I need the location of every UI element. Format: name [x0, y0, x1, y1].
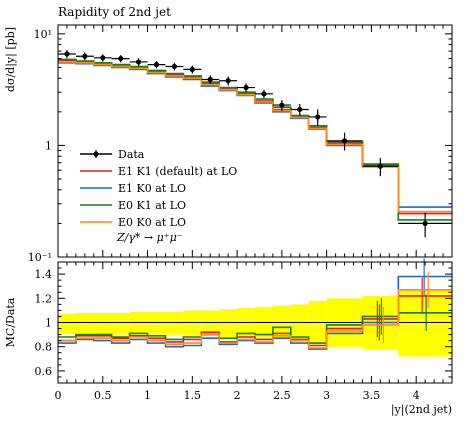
legend-marker	[93, 151, 99, 157]
ratio-y-tick-label: 0.6	[35, 365, 53, 378]
y-tick-label: 10¹	[34, 28, 52, 41]
y-tick-label: 1	[45, 139, 52, 152]
uncertainty-band-bin	[147, 311, 166, 335]
x-tick-label: 2.5	[273, 389, 291, 402]
data-point	[315, 114, 321, 120]
main-series-line	[58, 61, 452, 213]
legend: Data E1 K1 (default) at LO E1 K0 at LO E0 K…	[80, 148, 237, 244]
x-tick-label: 1	[144, 389, 151, 402]
uncertainty-band-bin	[398, 289, 452, 357]
data-point	[82, 53, 88, 59]
legend-process-label: Z/γ* → μ⁺μ⁻	[116, 231, 183, 244]
main-series-line	[58, 58, 452, 221]
legend-label: E1 K1 (default) at LO	[118, 165, 237, 178]
data-point	[100, 55, 106, 61]
ratio-y-tick-label: 0.8	[35, 341, 53, 354]
data-point	[207, 76, 213, 83]
legend-label: Data	[118, 148, 145, 161]
ratio-y-axis-label: MC/Data	[4, 297, 17, 347]
uncertainty-band-bin	[129, 311, 148, 335]
uncertainty-band-bin	[165, 311, 184, 335]
data-point	[64, 51, 70, 57]
data-point	[135, 59, 142, 65]
ratio-y-tick-label: 1.2	[35, 292, 53, 305]
legend-label: E0 K0 at LO	[118, 216, 186, 229]
x-tick-label: 4	[413, 389, 420, 402]
legend-label: E1 K0 at LO	[118, 182, 186, 195]
x-tick-label: 0.5	[94, 389, 112, 402]
x-axis-label: |y|(2nd jet)	[391, 403, 452, 417]
data-points	[58, 50, 452, 238]
chart-title: Rapidity of 2nd jet	[58, 5, 171, 19]
x-tick-label: 2	[234, 389, 241, 402]
data-point	[225, 78, 231, 84]
ratio-series-3	[58, 271, 452, 349]
main-y-ticks	[58, 33, 452, 258]
x-tick-label: 1.5	[184, 389, 202, 402]
uncertainty-band-bin	[219, 309, 238, 338]
uncertainty-band-bin	[93, 312, 112, 335]
data-point	[279, 102, 285, 108]
x-tick-label: 0	[55, 389, 62, 402]
y-axis-label: dσ/d|y| [pb]	[4, 27, 18, 92]
x-tick-label: 3	[323, 389, 330, 402]
ratio-y-tick-label: 1.4	[35, 268, 53, 281]
x-ticks	[57, 25, 453, 383]
uncertainty-band-bin	[183, 310, 202, 336]
uncertainty-band-bin	[58, 314, 76, 334]
main-series-3	[58, 58, 452, 221]
data-point	[171, 63, 178, 70]
data-point	[189, 66, 195, 73]
uncertainty-band-bin	[75, 312, 94, 334]
data-point	[153, 62, 160, 68]
data-point	[377, 163, 383, 169]
y-tick-label: 10⁻¹	[28, 251, 52, 264]
data-point	[261, 91, 267, 97]
uncertainty-band-bin	[111, 312, 130, 335]
data-point	[118, 55, 124, 62]
legend-label: E0 K1 at LO	[118, 199, 186, 212]
ratio-series-line	[58, 289, 452, 349]
uncertainty-band-bin	[201, 310, 220, 336]
ratio-y-ticks	[58, 261, 452, 384]
x-tick-label: 3.5	[363, 389, 381, 402]
data-point	[341, 138, 348, 144]
ratio-y-tick-label: 1	[45, 317, 52, 330]
data-point	[243, 84, 249, 91]
main-series-4	[58, 61, 452, 213]
data-point	[297, 106, 303, 113]
data-point	[422, 220, 428, 227]
